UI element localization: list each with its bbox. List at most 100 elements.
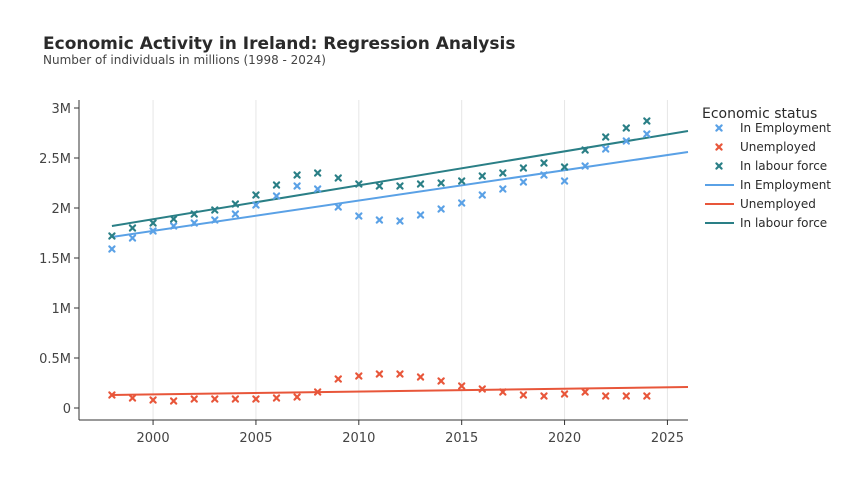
legend-item-label[interactable]: In Employment — [740, 121, 831, 135]
point-in-labour-force[interactable] — [602, 133, 610, 141]
plot-area — [108, 117, 689, 405]
point-in-employment[interactable] — [108, 245, 116, 253]
point-in-labour-force[interactable] — [128, 224, 137, 232]
point-unemployed[interactable] — [190, 395, 198, 403]
point-in-labour-force[interactable] — [293, 171, 301, 179]
legend[interactable]: Economic status In Employment Unemployed I… — [702, 106, 831, 230]
point-in-employment[interactable] — [540, 171, 548, 179]
point-unemployed[interactable] — [169, 397, 178, 405]
point-in-labour-force[interactable] — [355, 180, 363, 188]
point-in-labour-force[interactable] — [519, 164, 528, 172]
point-in-labour-force[interactable] — [396, 182, 404, 190]
point-unemployed[interactable] — [211, 395, 219, 403]
point-in-employment[interactable] — [416, 211, 425, 219]
point-in-employment[interactable] — [272, 192, 281, 200]
point-unemployed[interactable] — [293, 393, 301, 401]
point-in-employment[interactable] — [211, 216, 219, 224]
point-in-employment[interactable] — [149, 227, 157, 235]
point-unemployed[interactable] — [602, 392, 610, 400]
point-in-labour-force[interactable] — [211, 206, 219, 214]
point-in-labour-force[interactable] — [499, 169, 507, 177]
point-unemployed[interactable] — [437, 377, 445, 385]
legend-marker — [715, 124, 723, 132]
y-tick-label: 0.5M — [39, 352, 71, 367]
point-in-labour-force[interactable] — [478, 172, 486, 180]
point-in-employment[interactable] — [457, 199, 466, 207]
point-in-labour-force[interactable] — [643, 117, 651, 125]
point-in-employment[interactable] — [190, 219, 198, 227]
point-in-labour-force[interactable] — [622, 124, 630, 132]
point-in-employment[interactable] — [252, 201, 260, 209]
legend-item-label[interactable]: Unemployed — [740, 197, 816, 211]
point-in-employment[interactable] — [560, 177, 569, 185]
point-unemployed[interactable] — [499, 388, 507, 396]
point-in-employment[interactable] — [602, 145, 610, 153]
point-in-employment[interactable] — [293, 182, 301, 190]
point-unemployed[interactable] — [560, 390, 569, 398]
point-unemployed[interactable] — [540, 392, 548, 400]
point-in-labour-force[interactable] — [540, 159, 548, 167]
chart-title: Economic Activity in Ireland: Regression… — [43, 34, 516, 54]
point-in-employment[interactable] — [519, 178, 528, 186]
legend-item-label[interactable]: In labour force — [740, 159, 827, 173]
point-unemployed[interactable] — [478, 385, 486, 393]
y-tick-label: 1M — [52, 302, 72, 317]
point-in-labour-force[interactable] — [169, 215, 178, 223]
x-tick-label: 2025 — [651, 431, 684, 446]
point-in-labour-force[interactable] — [252, 191, 260, 199]
point-in-employment[interactable] — [478, 191, 486, 199]
point-in-labour-force[interactable] — [190, 210, 198, 218]
point-unemployed[interactable] — [519, 391, 528, 399]
point-unemployed[interactable] — [375, 370, 384, 378]
point-in-labour-force[interactable] — [375, 182, 384, 190]
point-unemployed[interactable] — [231, 395, 240, 403]
point-in-employment[interactable] — [334, 203, 342, 211]
point-in-employment[interactable] — [622, 137, 630, 145]
point-in-employment[interactable] — [437, 205, 445, 213]
legend-item-label[interactable]: Unemployed — [740, 140, 816, 154]
point-unemployed[interactable] — [313, 388, 322, 396]
point-in-labour-force[interactable] — [108, 232, 116, 240]
point-in-labour-force[interactable] — [416, 180, 425, 188]
point-unemployed[interactable] — [252, 395, 260, 403]
point-in-labour-force[interactable] — [272, 181, 281, 189]
point-in-employment[interactable] — [396, 217, 404, 225]
point-unemployed[interactable] — [396, 370, 404, 378]
point-in-labour-force[interactable] — [231, 200, 240, 208]
point-in-employment[interactable] — [499, 185, 507, 193]
point-unemployed[interactable] — [128, 394, 137, 402]
point-in-employment[interactable] — [231, 210, 240, 218]
point-in-employment[interactable] — [581, 162, 589, 170]
point-in-labour-force[interactable] — [437, 179, 445, 187]
grid-lines — [152, 100, 668, 420]
point-in-employment[interactable] — [313, 185, 322, 193]
point-unemployed[interactable] — [334, 375, 342, 383]
point-unemployed[interactable] — [643, 392, 651, 400]
point-unemployed[interactable] — [581, 388, 589, 396]
point-in-employment[interactable] — [375, 216, 384, 224]
point-unemployed[interactable] — [272, 394, 281, 402]
point-in-employment[interactable] — [643, 130, 651, 138]
point-unemployed[interactable] — [149, 396, 157, 404]
point-in-labour-force[interactable] — [457, 177, 466, 185]
point-unemployed[interactable] — [355, 372, 363, 380]
point-unemployed[interactable] — [622, 392, 630, 400]
x-tick-label: 2015 — [445, 431, 478, 446]
y-tick-label: 2M — [52, 202, 72, 217]
point-in-labour-force[interactable] — [313, 169, 322, 177]
x-tick-label: 2020 — [548, 431, 581, 446]
point-in-employment[interactable] — [169, 222, 178, 230]
point-in-labour-force[interactable] — [560, 163, 569, 171]
point-unemployed[interactable] — [457, 382, 466, 390]
point-unemployed[interactable] — [416, 373, 425, 381]
point-in-labour-force[interactable] — [581, 146, 589, 154]
point-in-employment[interactable] — [128, 234, 137, 242]
legend-item-label[interactable]: In labour force — [740, 216, 827, 230]
point-in-employment[interactable] — [355, 212, 363, 220]
point-unemployed[interactable] — [108, 391, 116, 399]
legend-item-label[interactable]: In Employment — [740, 178, 831, 192]
regression-line-in-labour-force — [111, 130, 689, 227]
point-in-labour-force[interactable] — [149, 219, 157, 227]
point-in-labour-force[interactable] — [334, 174, 342, 182]
